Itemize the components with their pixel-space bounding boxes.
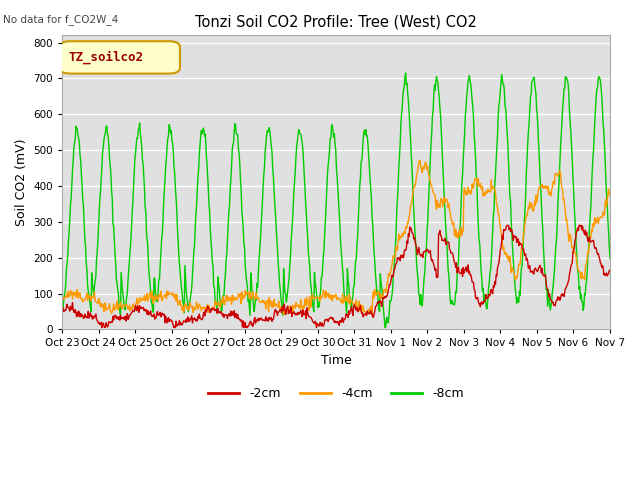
-2cm bbox=[92, 312, 100, 317]
Title: Tonzi Soil CO2 Profile: Tree (West) CO2: Tonzi Soil CO2 Profile: Tree (West) CO2 bbox=[195, 15, 477, 30]
Line: -8cm: -8cm bbox=[62, 73, 610, 327]
-8cm bbox=[402, 70, 410, 76]
-2cm bbox=[58, 309, 66, 315]
Text: TZ_soilco2: TZ_soilco2 bbox=[68, 51, 144, 64]
-8cm bbox=[381, 324, 389, 330]
-2cm bbox=[377, 300, 385, 305]
-4cm bbox=[416, 157, 424, 163]
-2cm bbox=[531, 265, 539, 271]
Text: No data for f_CO2W_4: No data for f_CO2W_4 bbox=[3, 14, 118, 25]
-4cm bbox=[392, 252, 399, 258]
-2cm bbox=[474, 299, 482, 304]
-8cm bbox=[392, 242, 399, 248]
-4cm bbox=[408, 199, 415, 205]
-4cm bbox=[377, 296, 385, 301]
-8cm bbox=[409, 178, 417, 183]
-4cm bbox=[606, 192, 614, 198]
-2cm bbox=[503, 223, 511, 228]
Line: -2cm: -2cm bbox=[62, 226, 610, 327]
Y-axis label: Soil CO2 (mV): Soil CO2 (mV) bbox=[15, 139, 28, 226]
-8cm bbox=[531, 86, 539, 92]
-4cm bbox=[281, 312, 289, 317]
-8cm bbox=[475, 237, 483, 243]
FancyBboxPatch shape bbox=[60, 41, 180, 73]
-2cm bbox=[408, 229, 415, 235]
-8cm bbox=[58, 310, 66, 315]
-8cm bbox=[92, 274, 100, 280]
-2cm bbox=[606, 267, 614, 273]
-4cm bbox=[58, 293, 66, 299]
-4cm bbox=[92, 299, 100, 304]
-8cm bbox=[606, 255, 614, 261]
-8cm bbox=[376, 271, 384, 276]
-4cm bbox=[531, 203, 539, 209]
X-axis label: Time: Time bbox=[321, 354, 351, 367]
-4cm bbox=[475, 182, 483, 188]
Legend: -2cm, -4cm, -8cm: -2cm, -4cm, -8cm bbox=[203, 383, 469, 406]
Line: -4cm: -4cm bbox=[62, 160, 610, 314]
-2cm bbox=[98, 324, 106, 330]
-2cm bbox=[392, 263, 399, 269]
